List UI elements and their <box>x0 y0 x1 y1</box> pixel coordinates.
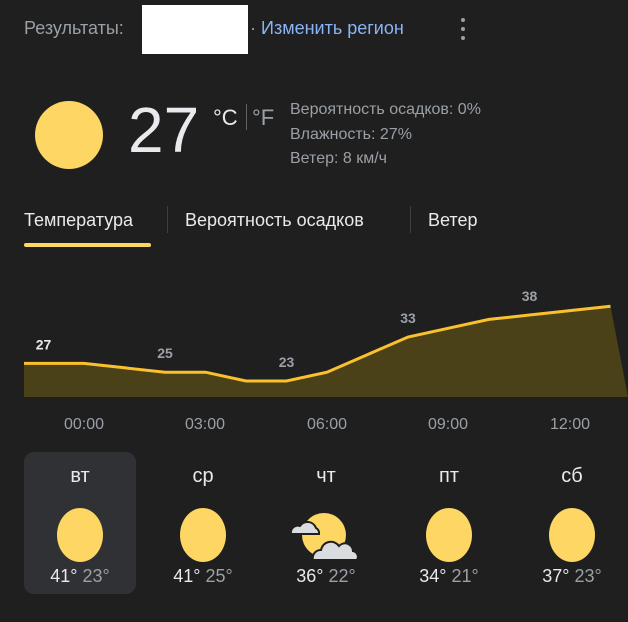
day-card-1[interactable]: ср 41° 25° <box>147 452 259 594</box>
high-temp: 41° <box>50 566 78 586</box>
partly-cloudy-icon <box>289 508 359 562</box>
wind-detail: Ветер: 8 км/ч <box>290 150 387 167</box>
separator: · <box>250 18 256 38</box>
sun-icon <box>545 508 599 562</box>
day-card-2[interactable]: чт 36° 22° <box>270 452 382 594</box>
high-temp: 41° <box>173 566 201 586</box>
day-temps: 41° 23° <box>24 566 136 587</box>
unit-divider <box>246 104 247 130</box>
day-name: пт <box>439 465 459 487</box>
humidity-detail: Влажность: 27% <box>290 126 412 143</box>
tab-temperature[interactable]: Температура <box>24 210 134 230</box>
day-card-0[interactable]: вт 41° 23° <box>24 452 136 594</box>
day-name: ср <box>192 465 214 487</box>
low-temp: 22° <box>328 566 356 586</box>
data-label: 25 <box>157 345 173 361</box>
day-card-4[interactable]: сб 37° 23° <box>516 452 628 594</box>
celsius-toggle[interactable]: °C <box>213 105 238 130</box>
tab-divider <box>167 206 168 233</box>
high-temp: 34° <box>419 566 447 586</box>
data-label: 27 <box>36 336 52 352</box>
high-temp: 36° <box>296 566 324 586</box>
low-temp: 21° <box>451 566 479 586</box>
x-tick: 06:00 <box>306 416 348 433</box>
sun-icon <box>176 508 230 562</box>
day-temps: 37° 23° <box>516 566 628 587</box>
x-tick: 03:00 <box>184 416 226 433</box>
tab-divider <box>410 206 411 233</box>
temperature-area <box>24 306 628 397</box>
data-label: 38 <box>522 288 538 304</box>
fahrenheit-toggle[interactable]: °F <box>252 105 275 130</box>
tab-wind[interactable]: Ветер <box>428 210 478 230</box>
current-temperature: 27 <box>128 94 200 166</box>
low-temp: 23° <box>574 566 602 586</box>
temperature-line <box>24 304 611 383</box>
low-temp: 25° <box>205 566 233 586</box>
tab-precipitation[interactable]: Вероятность осадков <box>185 210 364 230</box>
temperature-chart: 27 25 23 33 38 <box>24 288 628 397</box>
x-tick: 09:00 <box>427 416 469 433</box>
change-region-link[interactable]: Изменить регион <box>261 18 404 38</box>
sun-icon <box>422 508 476 562</box>
day-temps: 34° 21° <box>393 566 505 587</box>
high-temp: 37° <box>542 566 570 586</box>
data-label: 33 <box>400 310 416 326</box>
sun-icon <box>53 508 107 562</box>
day-card-3[interactable]: пт 34° 21° <box>393 452 505 594</box>
more-options-icon[interactable] <box>455 16 471 42</box>
results-label: Результаты: <box>24 18 124 38</box>
x-tick: 00:00 <box>63 416 105 433</box>
redacted-location <box>142 5 248 54</box>
day-temps: 41° 25° <box>147 566 259 587</box>
data-label: 23 <box>279 354 295 370</box>
sun-icon <box>35 101 103 169</box>
precipitation-detail: Вероятность осадков: 0% <box>290 101 481 118</box>
day-name: сб <box>561 465 583 487</box>
low-temp: 23° <box>82 566 110 586</box>
day-temps: 36° 22° <box>270 566 382 587</box>
day-name: чт <box>316 465 336 487</box>
day-name: вт <box>70 465 90 487</box>
x-tick: 12:00 <box>549 416 591 433</box>
active-tab-indicator <box>24 243 151 247</box>
